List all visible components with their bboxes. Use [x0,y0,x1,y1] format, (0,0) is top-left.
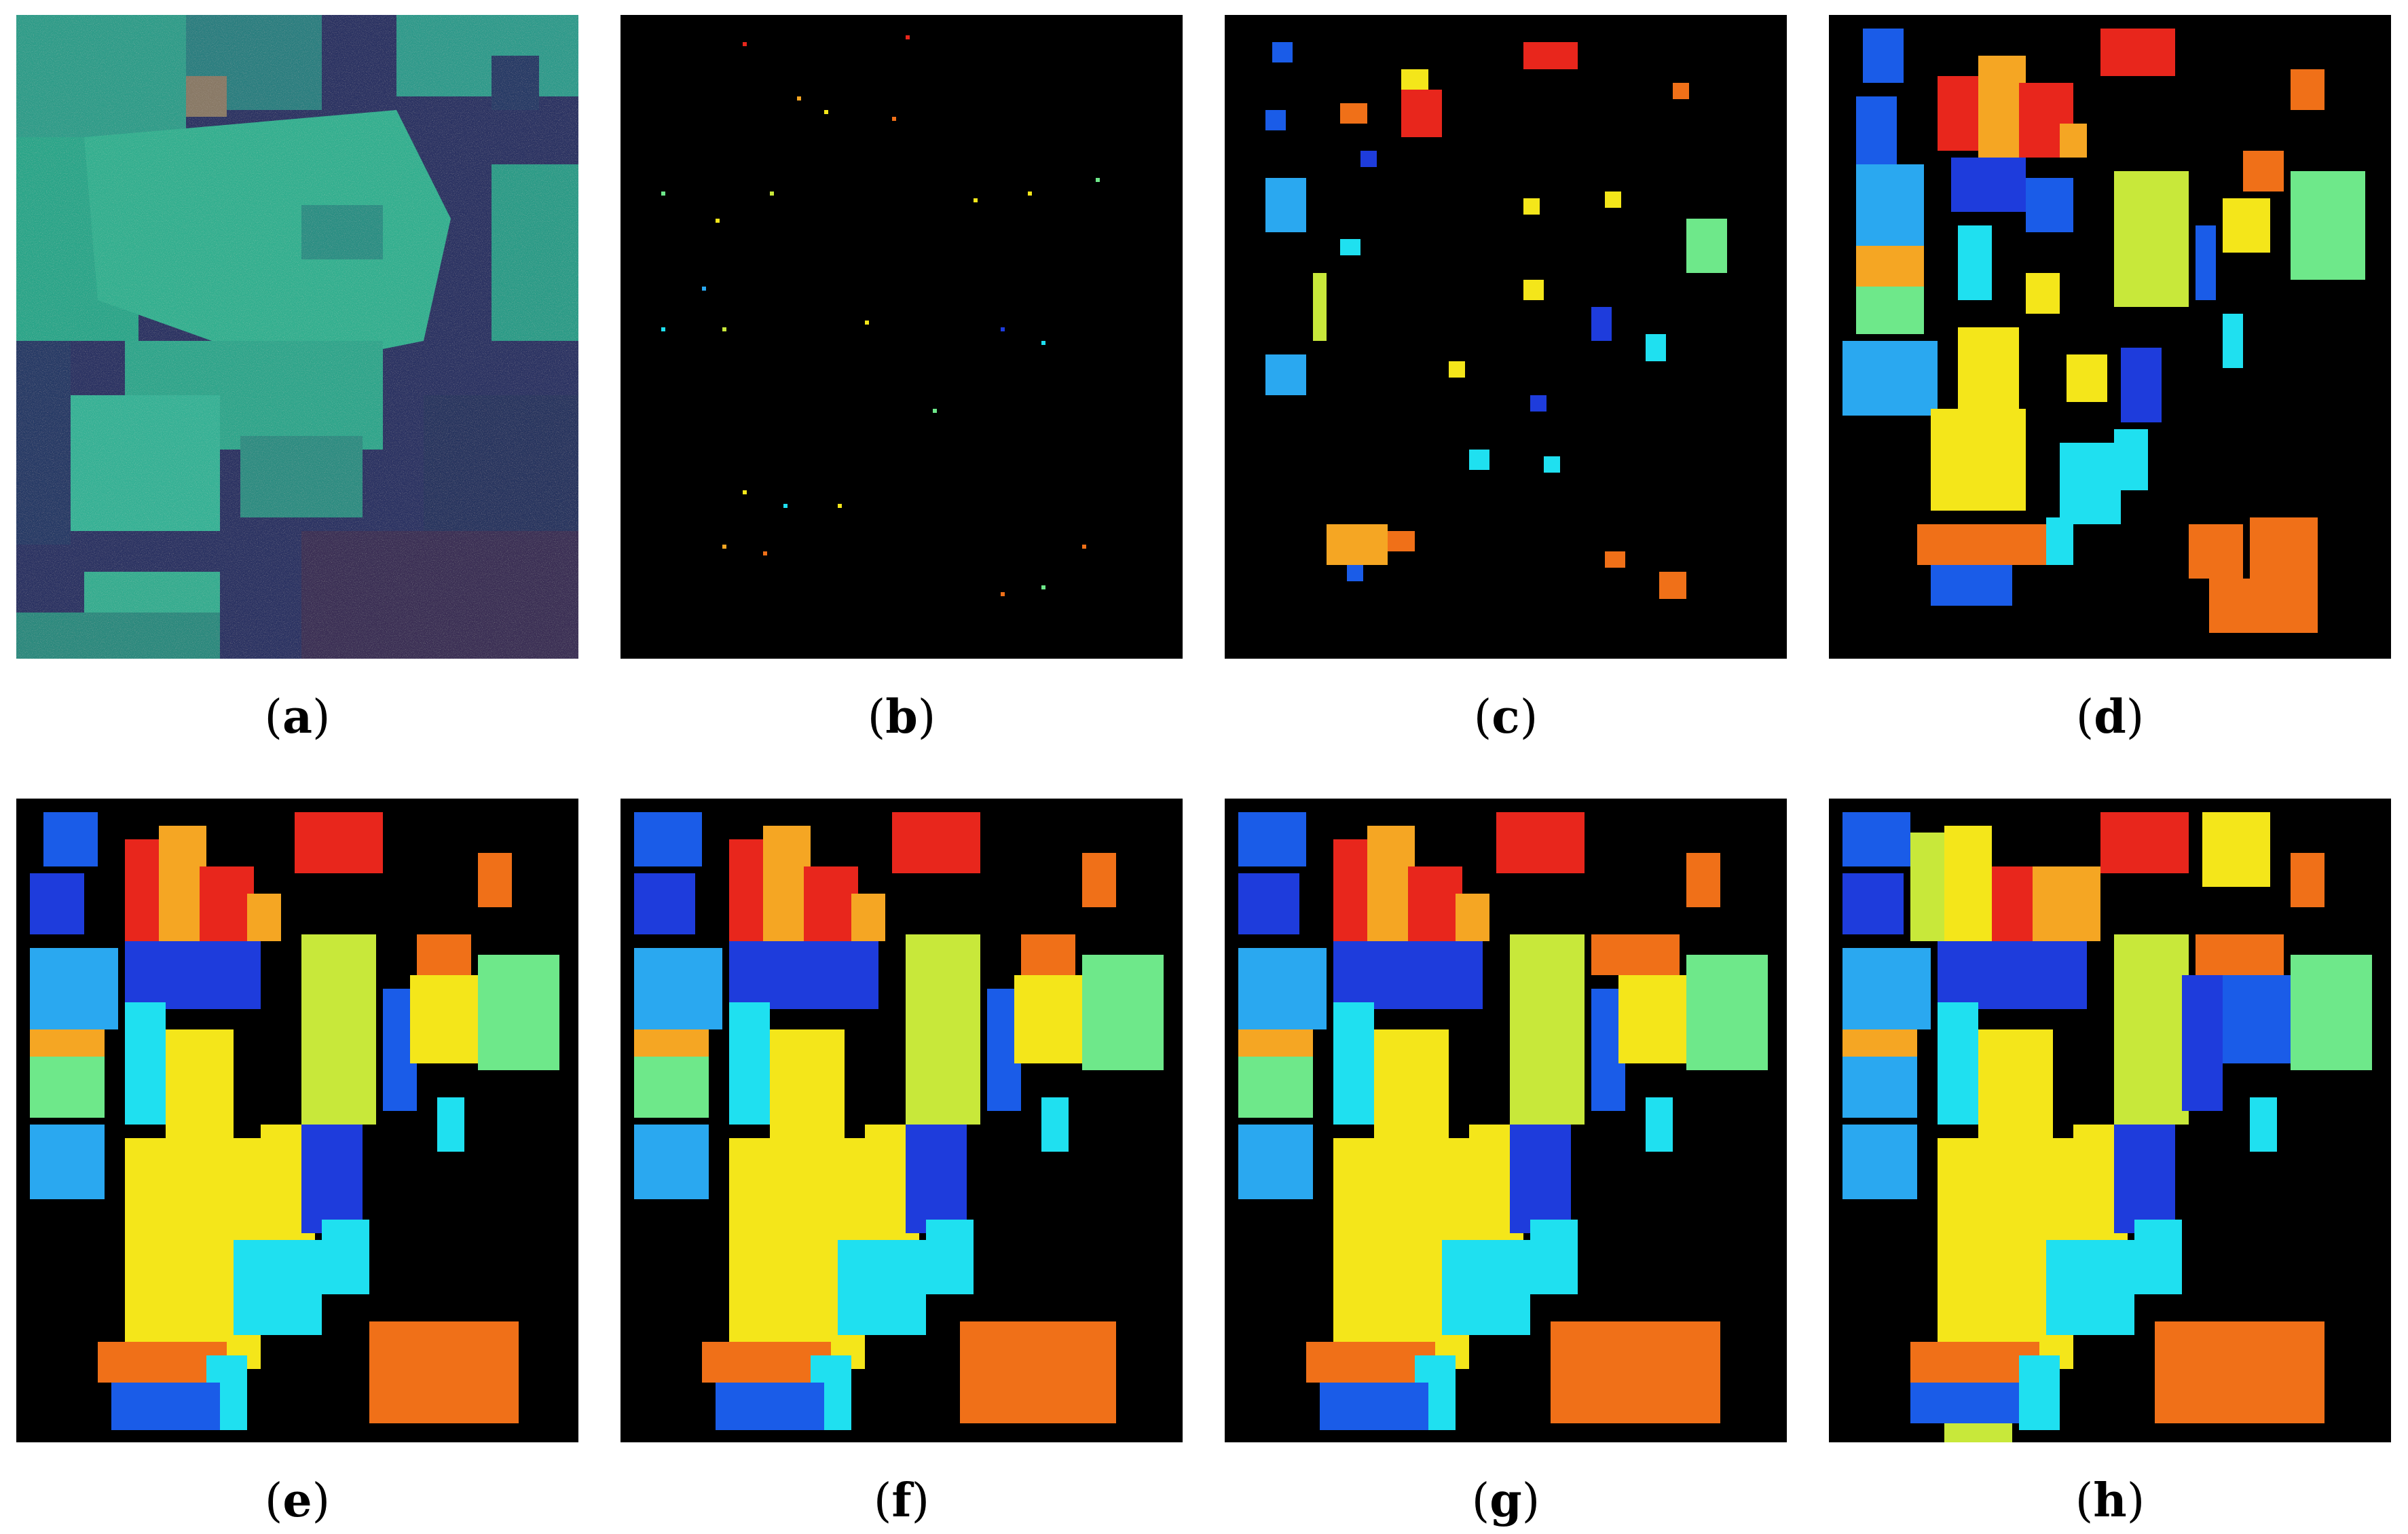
sparse-classification-map [1225,15,1787,659]
panel-g-caption: (g) [1471,1474,1540,1528]
panel-a-label: a [282,690,313,744]
panel-e: (e) [16,799,578,1524]
panel-c-caption: (c) [1473,690,1538,744]
classification-regions [1238,812,1768,1430]
panel-g: (g) [1225,799,1787,1524]
panel-b-caption: (b) [867,690,936,744]
classification-map-g [1225,799,1787,1442]
training-samples-map [620,15,1183,659]
ground-truth-map [1829,15,2391,659]
panel-e-label: e [282,1474,312,1528]
panel-c: (c) [1225,15,1787,741]
classification-regions [30,812,559,1430]
classification-regions [1842,812,2372,1442]
panel-f: (f) [620,799,1183,1524]
panel-d: (d) [1829,15,2391,741]
classification-map-f [620,799,1183,1442]
classification-map-e [16,799,578,1442]
panel-g-label: g [1489,1474,1522,1528]
panel-f-caption: (f) [873,1474,930,1528]
ground-truth-regions [1842,29,2365,633]
panel-e-caption: (e) [264,1474,331,1528]
panel-d-caption: (d) [2075,690,2145,744]
panel-h-caption: (h) [2075,1474,2145,1528]
classified-blobs [1265,42,1727,599]
panel-a-caption: (a) [264,690,331,744]
classification-regions [634,812,1164,1430]
panel-c-label: c [1492,690,1520,744]
classification-map-h [1829,799,2391,1442]
panel-d-label: d [2094,690,2126,744]
panel-a: (a) [16,15,578,741]
panel-h: (h) [1829,799,2391,1524]
false-color-image [16,15,578,659]
panel-b: (b) [620,15,1183,741]
panel-h-label: h [2093,1474,2127,1528]
panel-f-label: f [891,1474,912,1528]
training-sample-points [661,35,1100,596]
panel-b-label: b [885,690,918,744]
